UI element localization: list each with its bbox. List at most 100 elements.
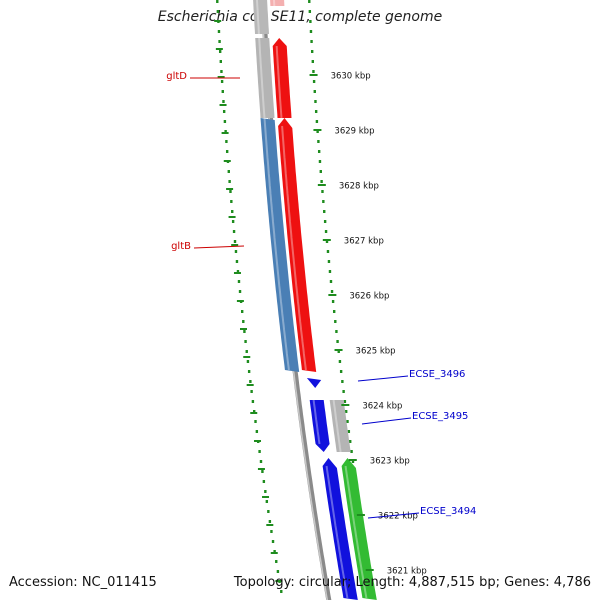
scale-tick-label: 3629 kbp <box>334 127 374 137</box>
outer-ring-dot <box>315 120 319 123</box>
inner-ring-tick <box>214 20 222 22</box>
gene-blue-small <box>306 378 322 388</box>
inner-ring-tick <box>228 216 236 218</box>
inner-ring-dot <box>240 310 244 313</box>
inner-ring-tick <box>217 76 225 78</box>
scale-ticks: 3630 kbp 3629 kbp 3628 kbp 3627 kbp 3626 kbp… <box>214 20 427 582</box>
gene-blue-ECSE-3495 <box>309 400 330 452</box>
inner-ring-dot <box>254 420 257 423</box>
scale-tick <box>334 349 343 351</box>
inner-ring-dot <box>243 330 246 333</box>
inner-ring-tick <box>266 524 274 526</box>
outer-ring-dot <box>341 380 344 383</box>
inner-ring-dot <box>228 180 231 183</box>
inner-ring-tick <box>236 300 244 302</box>
gene-blue-ECSE-3494-shine <box>325 465 349 599</box>
outer-ring-dot <box>331 300 335 303</box>
inner-ring-dot <box>230 200 233 203</box>
inner-ring-dot <box>264 490 267 493</box>
outer-ring-dot <box>314 110 318 113</box>
scale-tick-label: 3626 kbp <box>349 292 389 302</box>
outer-ring-dot <box>325 240 329 243</box>
inner-ring-dot <box>225 150 229 153</box>
inner-ring-dot <box>251 400 255 403</box>
inner-ring-dot <box>218 50 222 53</box>
outer-ring-dot <box>319 170 322 173</box>
outer-ring-dot <box>310 50 314 53</box>
label-leader <box>367 512 420 519</box>
inner-ring-tick <box>219 104 227 106</box>
inner-ring-tick <box>257 468 265 470</box>
inner-ring-dot <box>233 240 237 243</box>
inner-ring-dot <box>245 350 248 353</box>
gene-green-lower <box>341 458 377 600</box>
inner-ring-dot <box>244 340 247 343</box>
inner-ring-tick <box>246 384 254 386</box>
inner-ring-dot <box>231 220 235 223</box>
inner-ring-dot <box>220 80 224 83</box>
gene-gray-top-shine <box>255 0 260 35</box>
scale-tick <box>341 404 350 406</box>
gene-label: ECSE_3495 <box>412 411 469 422</box>
inner-ring-dot <box>246 360 250 363</box>
outer-ring-dot <box>321 190 324 193</box>
inner-ring-dot <box>224 130 227 133</box>
accession-label: Accession: NC_011415 <box>9 575 157 590</box>
gene-label: gltB <box>171 241 191 252</box>
gene-blue-ECSE-3494 <box>322 458 358 600</box>
inner-ring-dot <box>273 550 276 553</box>
outer-ring-dot <box>338 360 342 363</box>
inner-ring-dot <box>235 260 239 263</box>
outer-ring-dot <box>351 460 355 463</box>
outer-ring-dot <box>346 420 349 423</box>
inner-ring-tick <box>231 244 239 246</box>
gene-gray-gltD <box>255 38 275 118</box>
inner-ring-dot <box>280 590 283 593</box>
inner-ring-dot <box>249 380 252 383</box>
inner-ring-dot <box>275 560 278 563</box>
inner-ring-dot <box>220 70 223 73</box>
inner-ring-dot <box>223 120 227 123</box>
gene-red-top-fragment-shine <box>272 0 276 7</box>
scale-tick <box>348 459 357 461</box>
inner-ring-dot <box>265 500 269 503</box>
inner-ring-dot <box>259 460 263 463</box>
outer-ring-dot <box>334 320 337 323</box>
inner-ring-dot <box>258 450 261 453</box>
inner-ring-dot <box>250 390 253 393</box>
inner-ring-dot <box>262 480 266 483</box>
genome-title: Escherichia coli SE11, complete genome <box>157 9 443 25</box>
outer-ring-dot <box>310 40 313 43</box>
inner-ring-tick <box>226 188 234 190</box>
inner-ring-dot <box>276 570 280 573</box>
gene-features <box>253 0 377 600</box>
gene-gray-mid-shine <box>332 399 342 453</box>
gene-label: ECSE_3496 <box>409 369 466 380</box>
gene-steel-gltB <box>260 118 300 372</box>
gene-red-b-shine <box>281 125 307 371</box>
scale-tick-label: 3621 kbp <box>387 567 427 577</box>
outer-ring-dot <box>335 330 338 333</box>
inner-ring-tick <box>243 356 251 358</box>
label-leader <box>357 375 409 382</box>
inner-ring-dot <box>216 0 219 3</box>
scale-tick <box>313 129 322 131</box>
outer-ring-dot <box>328 270 332 273</box>
inner-ring-dot <box>236 270 240 273</box>
gene-red-a <box>272 38 292 118</box>
outer-ring-dot <box>314 100 317 103</box>
inner-ring-dot <box>217 30 221 33</box>
inner-ring-tick <box>239 328 247 330</box>
scale-tick-label: 3625 kbp <box>356 347 396 357</box>
inner-ring-dot <box>238 290 242 293</box>
scale-tick-label: 3628 kbp <box>339 182 379 192</box>
inner-ring-dot <box>225 140 228 143</box>
outer-ring-dot <box>323 210 326 213</box>
inner-ring-dot <box>221 90 224 93</box>
outer-ring-dot <box>343 400 347 403</box>
outer-ring-dot <box>336 340 339 343</box>
outer-ring-dot <box>349 440 352 443</box>
outer-ring-dot <box>339 370 343 373</box>
outer-ring-dot <box>311 60 315 63</box>
